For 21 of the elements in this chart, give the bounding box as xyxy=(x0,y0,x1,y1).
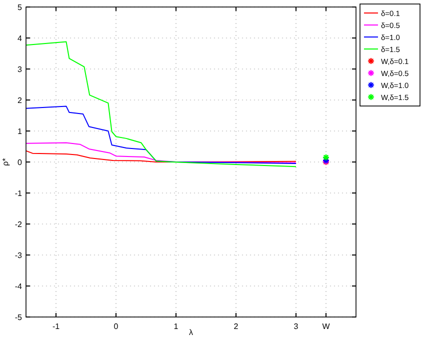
y-tick-label: -5 xyxy=(14,313,23,322)
y-tick-label: -3 xyxy=(14,251,23,260)
x-tick-label: 2 xyxy=(234,322,239,331)
y-tick-label: 4 xyxy=(18,34,23,43)
x-tick-label: 3 xyxy=(294,322,299,331)
y-tick-label: 2 xyxy=(18,96,23,105)
x-tick-label: W xyxy=(322,322,330,331)
line-series xyxy=(26,41,296,168)
x-tick-label: -1 xyxy=(52,322,60,331)
y-tick-label: 1 xyxy=(18,127,23,136)
x-axis-title: λ xyxy=(189,328,193,337)
x-tick-label: 0 xyxy=(114,322,119,331)
y-axis-title: ρ* xyxy=(1,158,10,166)
y-tick-label: -1 xyxy=(14,189,23,198)
y-tick-label: 0 xyxy=(18,158,23,167)
y-tick-label: 5 xyxy=(18,3,23,12)
y-tick-label: 3 xyxy=(18,65,23,74)
y-tick-label: -2 xyxy=(14,220,23,229)
line-series xyxy=(26,106,296,164)
y-tick-label: -4 xyxy=(14,282,23,291)
x-tick-label: 1 xyxy=(174,322,179,331)
